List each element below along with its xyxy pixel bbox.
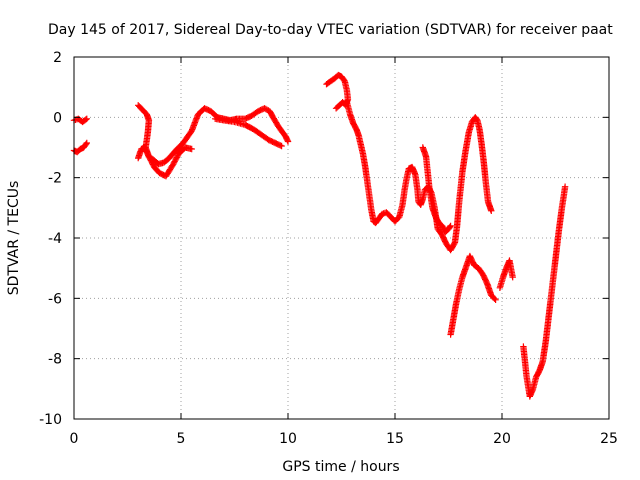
x-tick-label: 25 xyxy=(600,431,618,447)
data-point xyxy=(82,116,89,123)
chart-title: Day 145 of 2017, Sidereal Day-to-day VTE… xyxy=(48,22,613,38)
data-point xyxy=(561,183,569,190)
data-points xyxy=(70,71,569,400)
axis-ticks: 0 5 10 15 20 25 -10 -8 -6 -4 -2 0 2 xyxy=(39,50,618,447)
y-tick-label: 2 xyxy=(53,50,62,66)
y-tick-label: -10 xyxy=(39,412,62,428)
data-point xyxy=(83,139,90,147)
y-tick-label: 0 xyxy=(53,110,62,126)
x-axis-label: GPS time / hours xyxy=(282,459,399,475)
data-point xyxy=(83,115,90,122)
data-point xyxy=(451,240,458,247)
data-point xyxy=(334,104,341,111)
data-point xyxy=(188,145,195,153)
data-point xyxy=(332,105,340,112)
data-point xyxy=(278,142,285,150)
data-point xyxy=(284,138,292,145)
y-tick-label: -8 xyxy=(48,352,62,368)
y-tick-label: -4 xyxy=(48,231,62,247)
x-tick-label: 5 xyxy=(177,431,186,447)
data-point xyxy=(447,222,454,230)
x-tick-label: 15 xyxy=(386,431,404,447)
y-tick-label: -2 xyxy=(48,171,62,187)
data-point xyxy=(492,296,499,303)
x-tick-label: 0 xyxy=(70,431,79,447)
grid xyxy=(74,57,609,419)
y-tick-label: -6 xyxy=(48,291,62,307)
data-point xyxy=(491,295,498,302)
data-point xyxy=(82,140,90,148)
x-tick-label: 10 xyxy=(279,431,297,447)
data-point xyxy=(488,207,495,214)
y-axis-label: SDTVAR / TECUs xyxy=(6,181,22,296)
data-point xyxy=(446,223,454,231)
data-point xyxy=(509,274,516,281)
x-tick-label: 20 xyxy=(493,431,511,447)
